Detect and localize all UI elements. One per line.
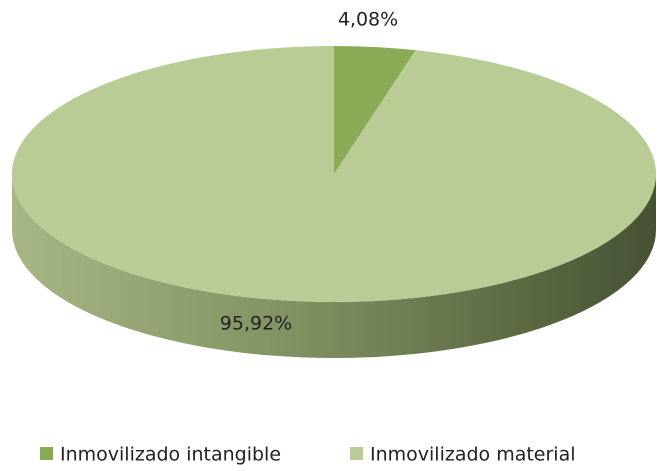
pie-slice	[334, 46, 416, 174]
legend-swatch	[350, 447, 363, 460]
data-label: 95,92%	[220, 313, 292, 335]
legend-swatch	[40, 447, 53, 460]
pie-side	[12, 174, 656, 358]
legend-label: Inmovilizado intangible	[60, 444, 281, 466]
pie-slice	[12, 46, 656, 302]
data-label: 4,08%	[338, 9, 398, 31]
legend-label: Inmovilizado material	[370, 444, 576, 466]
